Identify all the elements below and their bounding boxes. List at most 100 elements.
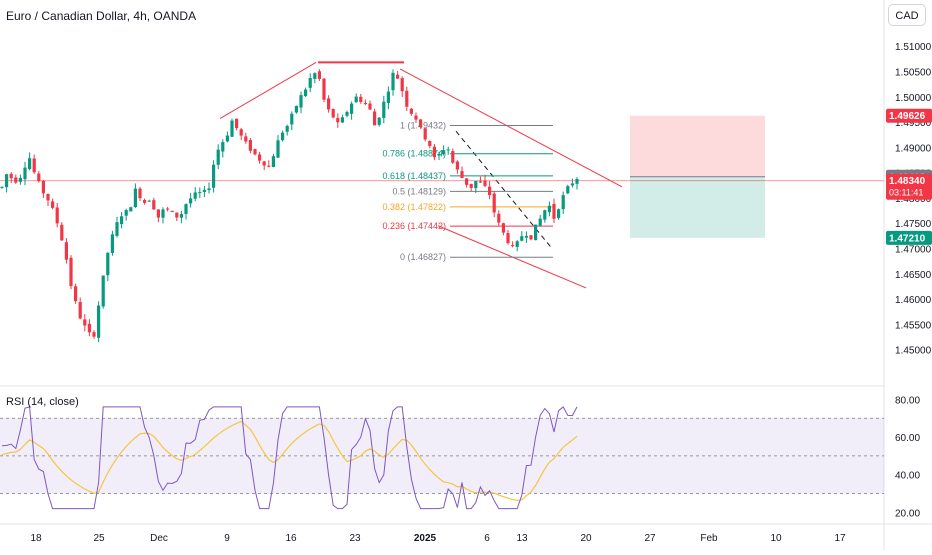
candle-body <box>501 223 505 233</box>
rsi-tick-label: 60.00 <box>895 433 920 444</box>
candle-body <box>271 156 275 168</box>
candle-body <box>446 149 450 151</box>
candle-body <box>239 129 243 136</box>
candle-body <box>469 183 473 188</box>
candle-body <box>216 149 220 165</box>
candle-body <box>497 213 501 223</box>
position-profit-zone <box>630 176 765 238</box>
candle-body <box>198 192 202 194</box>
candle-body <box>138 188 142 199</box>
candle-body <box>9 173 13 179</box>
time-tick-label: Feb <box>700 533 718 544</box>
candle-body <box>230 120 234 137</box>
candle-body <box>23 167 27 180</box>
candle-body <box>474 180 478 189</box>
price-tick-label: 1.50500 <box>895 68 932 79</box>
candle-body <box>0 186 4 188</box>
candle-body <box>18 177 22 182</box>
candle-body <box>147 200 151 202</box>
candle-body <box>106 252 110 276</box>
candle-body <box>419 119 423 127</box>
candle-body <box>166 208 170 210</box>
price-tick-label: 1.46500 <box>895 270 932 281</box>
candle-body <box>547 205 551 213</box>
candle-body <box>373 111 377 126</box>
candle-body <box>561 195 565 210</box>
fib-level-label: 0.382 (1.47822) <box>382 202 446 212</box>
candle-body <box>281 132 285 141</box>
candle-body <box>386 91 390 104</box>
fib-level-label: 1 (1.49432) <box>400 121 446 131</box>
candle-body <box>423 128 427 140</box>
candle-body <box>120 216 124 225</box>
candle-body <box>336 117 340 123</box>
candle-body <box>442 150 446 154</box>
price-tick-label: 1.51000 <box>895 42 932 53</box>
candle-body <box>37 173 41 182</box>
price-tick-label: 1.47000 <box>895 244 932 255</box>
candle-body <box>124 210 128 216</box>
candle-body <box>55 207 59 224</box>
candle-body <box>221 142 225 152</box>
candle-body <box>267 165 271 167</box>
price-tick-label: 1.45500 <box>895 320 932 331</box>
downtrend-upper-line <box>399 68 623 188</box>
time-tick-label: 10 <box>770 533 782 544</box>
symbol-title: Euro / Canadian Dollar, 4h, OANDA <box>6 9 197 23</box>
candle-body <box>87 323 91 333</box>
candle-body <box>340 117 344 123</box>
candle-body <box>276 140 280 158</box>
candle-body <box>552 203 556 219</box>
candle-body <box>570 183 574 186</box>
candle-body <box>64 242 68 260</box>
candle-body <box>14 177 18 183</box>
candle-body <box>170 210 174 212</box>
candle-body <box>253 149 257 155</box>
bar-countdown-tag: 03:11:41 <box>889 188 923 198</box>
target-price-tag-bg <box>886 108 932 123</box>
current-price-tag-bg <box>886 173 932 200</box>
candle-body <box>304 89 308 97</box>
time-tick-label: 6 <box>484 533 490 544</box>
candle-body <box>258 154 262 161</box>
candle-body <box>538 218 542 226</box>
candle-body <box>350 103 354 114</box>
candle-body <box>60 224 64 241</box>
candle-body <box>391 72 395 91</box>
price-tick-label: 1.46000 <box>895 295 932 306</box>
time-tick-label: 27 <box>644 533 656 544</box>
time-tick-label: 20 <box>580 533 592 544</box>
candle-body <box>515 241 519 247</box>
candle-body <box>455 161 459 170</box>
rsi-line <box>1 406 578 510</box>
uptrend-line <box>219 61 317 119</box>
candle-body <box>322 78 326 100</box>
fib-level-label: 0.5 (1.48129) <box>392 186 446 196</box>
candles-group <box>0 69 579 343</box>
rsi-ma-line <box>1 420 578 502</box>
time-tick-label: 2025 <box>414 533 437 544</box>
candle-body <box>575 178 579 184</box>
candle-body <box>511 245 515 247</box>
candle-body <box>143 199 147 203</box>
candle-body <box>41 180 45 194</box>
price-tick-label: 1.45000 <box>895 346 932 357</box>
candle-body <box>262 161 266 166</box>
candle-body <box>492 193 496 213</box>
candle-body <box>377 117 381 125</box>
candle-body <box>524 235 528 238</box>
candle-body <box>520 236 524 241</box>
candle-body <box>405 90 409 107</box>
candle-body <box>161 209 165 218</box>
time-tick-label: 13 <box>516 533 528 544</box>
candle-body <box>285 125 289 132</box>
candle-body <box>345 111 349 116</box>
currency-selector-button[interactable]: CAD <box>888 4 926 26</box>
candle-body <box>129 207 133 212</box>
candle-body <box>327 98 331 110</box>
candle-body <box>290 113 294 125</box>
price-tick-label: 1.49000 <box>895 143 932 154</box>
candle-body <box>414 115 418 120</box>
candle-body <box>189 198 193 204</box>
